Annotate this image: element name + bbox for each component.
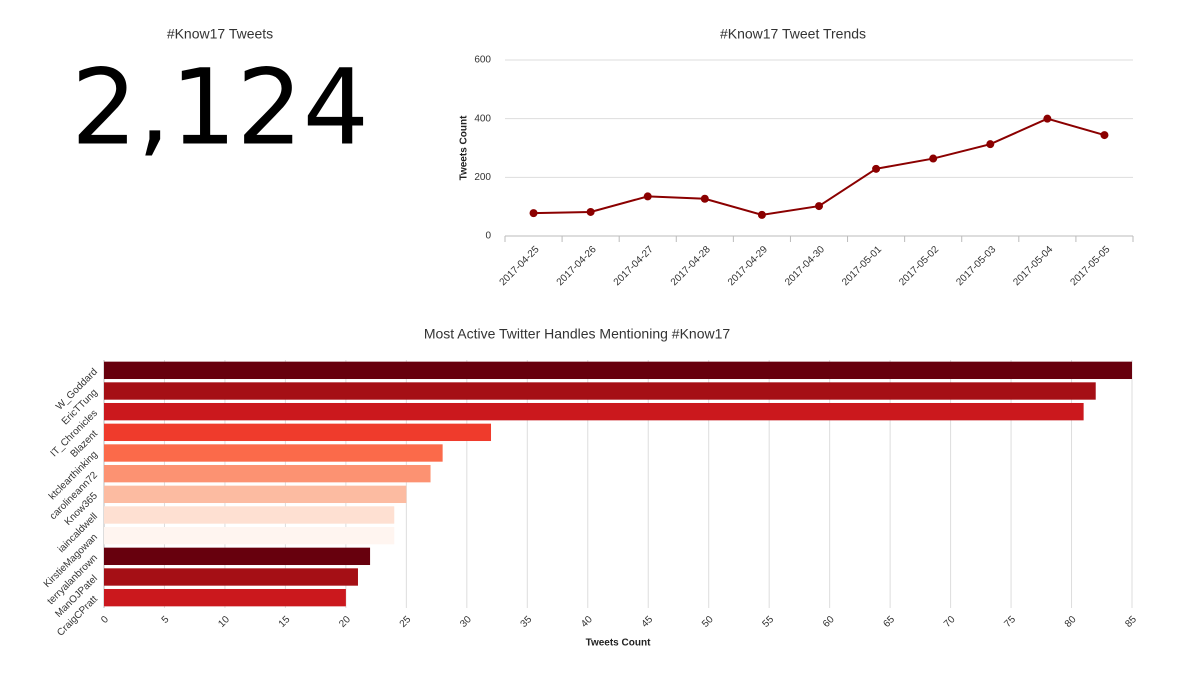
x-axis-label: Tweets Count [586,638,651,649]
x-tick-label: 50 [700,614,716,630]
x-tick-label: 5 [160,614,172,626]
y-tick-label: 0 [485,231,491,242]
y-axis-label: Tweets Count [459,115,470,180]
point [529,209,538,218]
bar [104,485,407,504]
x-tick-label: 40 [579,614,595,630]
x-tick-label: 80 [1063,614,1079,630]
point [986,140,995,149]
x-tick-label: 45 [640,614,656,630]
x-tick-label: 2017-04-29 [726,244,770,288]
x-tick-label: 2017-04-26 [555,244,599,288]
bar [104,526,395,545]
bar [104,444,443,462]
x-tick-label: 60 [821,614,837,630]
point [815,202,823,211]
point [700,194,709,203]
x-tick-label: 2017-05-05 [1068,244,1112,288]
x-tick-label: 15 [277,614,293,630]
bar [104,361,1132,380]
point [757,210,766,219]
x-tick-label: 35 [519,614,535,630]
bar [104,506,395,524]
x-tick-label: 10 [216,614,232,630]
bar [104,382,1096,400]
x-tick-label: 2017-05-03 [954,244,998,288]
x-tick-label: 70 [942,614,958,630]
bar [104,547,371,566]
x-tick-label: 25 [398,614,414,630]
point [872,164,881,173]
bar [104,423,492,442]
point [929,154,938,163]
point [1100,131,1109,140]
chart-title: #Know17 Tweet Trends [720,26,866,42]
x-tick-label: 2017-04-30 [783,244,827,288]
x-tick-label: 75 [1002,614,1018,630]
x-tick-label: 20 [337,614,353,630]
y-tick-label: 600 [474,55,491,66]
point [586,207,595,216]
x-tick-label: 55 [761,614,777,630]
y-tick-label: 400 [474,113,491,124]
kpi-value: 2,124 [71,46,369,168]
chart-title: Most Active Twitter Handles Mentioning #… [424,326,731,342]
bar [104,464,431,483]
x-tick-label: 2017-04-27 [612,244,656,288]
x-tick-label: 2017-04-25 [498,244,542,288]
x-tick-label: 2017-04-28 [669,244,713,288]
x-tick-label: 2017-05-01 [840,244,884,288]
bar [104,588,346,607]
x-tick-label: 65 [881,614,897,630]
y-tick-label: 200 [474,172,491,183]
x-tick-label: 0 [99,614,111,626]
x-tick-label: 2017-05-04 [1011,244,1055,288]
x-tick-label: 30 [458,614,474,630]
x-tick-label: 2017-05-02 [897,244,941,288]
point [1043,114,1052,123]
bar [104,402,1084,421]
bar [104,568,358,586]
kpi-title: #Know17 Tweets [167,26,273,42]
x-tick-label: 85 [1123,614,1139,630]
line [533,117,1105,216]
point [643,192,652,201]
